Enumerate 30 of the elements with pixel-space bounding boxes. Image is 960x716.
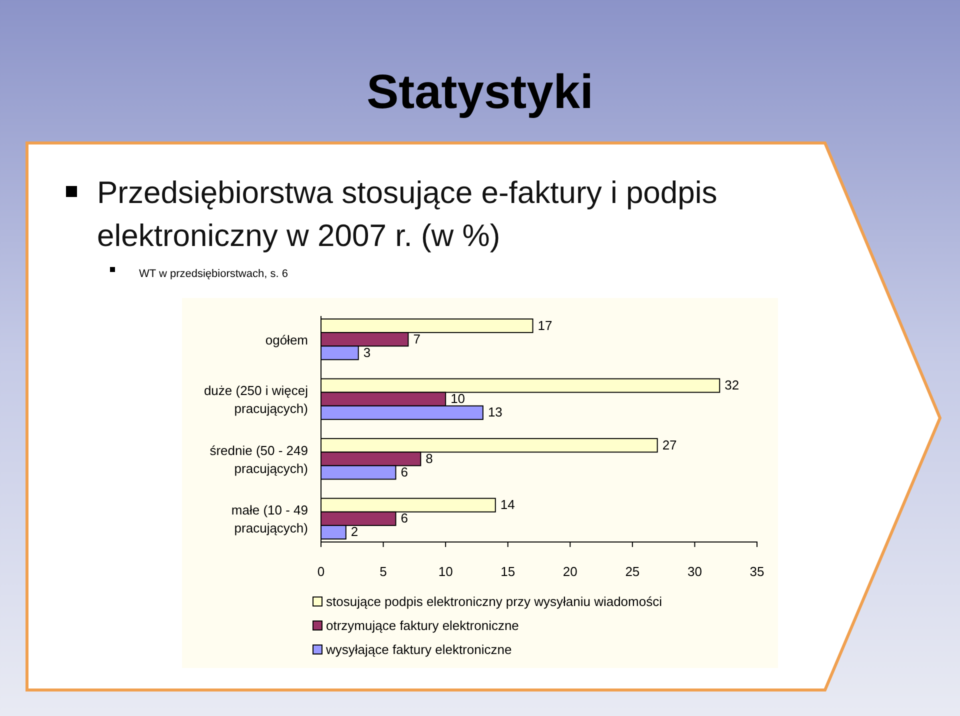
data-label: 17 (538, 318, 552, 333)
x-tick-label: 30 (687, 564, 702, 580)
data-label: 3 (363, 344, 371, 360)
data-label: 8 (426, 450, 433, 466)
y-tick-label: małe (10 - 49 pracujących) (231, 502, 308, 536)
x-tick-label: 5 (380, 564, 387, 580)
data-label: 7 (413, 331, 420, 346)
data-label: 10 (450, 391, 466, 406)
y-tick-label: duże (250 i więcej pracujących) (204, 383, 308, 416)
legend-label: stosujące podpis elektroniczny przy wysyłaniu wiadomości (326, 594, 662, 609)
data-label: 13 (488, 404, 502, 420)
chart-title: Statystyki (366, 66, 594, 119)
x-tick-label: 0 (317, 564, 325, 580)
chart-subtitle: Przedsiębiorstwa stosujące e-faktury i podpis elektroniczny w 2007 r. (w %) (97, 175, 718, 253)
text: WT w przedsiębiorstwach, s. 6 (139, 268, 288, 280)
data-label: 14 (500, 497, 515, 512)
legend-label: otrzymujące faktury elektroniczne (326, 618, 519, 633)
data-label: 2 (350, 524, 358, 540)
y-tick-label: średnie (50 - 249 pracujących) (210, 442, 308, 476)
data-label: 6 (400, 510, 408, 526)
x-tick-label: 15 (500, 564, 516, 580)
data-label: 27 (662, 437, 677, 452)
x-tick-label: 25 (625, 564, 640, 580)
x-tick-label: 35 (750, 564, 764, 580)
data-label: 32 (724, 378, 740, 393)
data-label: 6 (400, 464, 408, 480)
x-tick-label: 10 (438, 564, 453, 580)
y-tick-label: ogółem (265, 332, 308, 348)
legend-label: wysyłające faktury elektroniczne (325, 642, 512, 657)
x-tick-label: 20 (562, 564, 578, 580)
